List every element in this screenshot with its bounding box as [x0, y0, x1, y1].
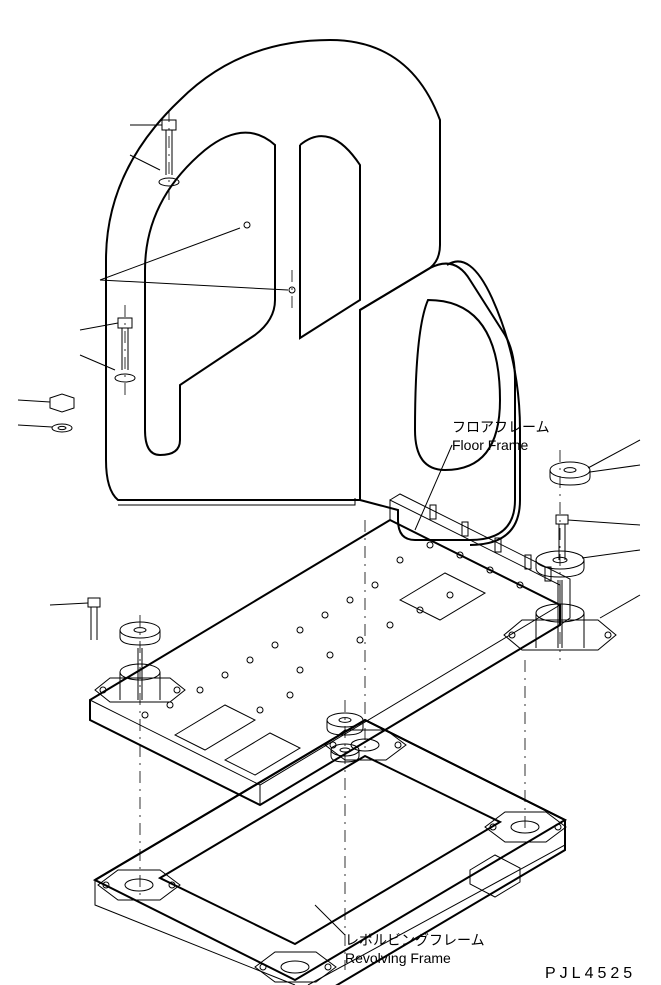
cab-nut-washer [50, 394, 74, 432]
drawing-code: PJL4525 [545, 965, 636, 982]
cab-assembly [106, 40, 520, 545]
revolving-frame [95, 720, 566, 985]
labels: フロアフレーム Floor Frame レボルビングフレーム Revolving… [345, 419, 636, 982]
exploded-diagram: フロアフレーム Floor Frame レボルビングフレーム Revolving… [0, 0, 661, 985]
floor-frame-label-en: Floor Frame [452, 437, 528, 453]
mount-front-left [88, 598, 185, 702]
leaders [18, 125, 640, 618]
revolving-frame-label-en: Revolving Frame [345, 950, 451, 966]
floor-frame-label-jp: フロアフレーム [452, 419, 550, 435]
revolving-frame-label-jp: レボルビングフレーム [345, 932, 485, 948]
